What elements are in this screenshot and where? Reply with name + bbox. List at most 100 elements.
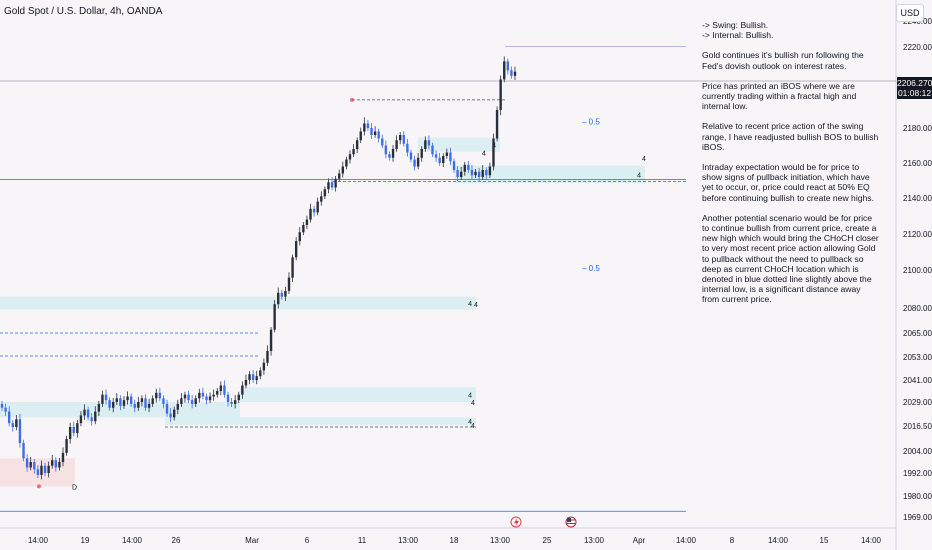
structure-marker: 4 bbox=[474, 302, 478, 309]
candle-body bbox=[280, 292, 284, 297]
candle-body bbox=[61, 452, 65, 462]
candle-body bbox=[216, 391, 219, 395]
current-price: 2206.270 bbox=[897, 78, 932, 88]
candle-body bbox=[316, 201, 319, 213]
candle-body bbox=[355, 140, 359, 149]
structure-marker: 4 bbox=[482, 151, 486, 158]
candle-body bbox=[399, 135, 402, 141]
candle-body bbox=[201, 392, 205, 397]
candle-body bbox=[76, 423, 79, 433]
economic-event-icons[interactable] bbox=[510, 516, 577, 528]
candle-body bbox=[474, 171, 477, 176]
time-tick-label: 25 bbox=[543, 536, 552, 545]
structure-marker: 4 bbox=[471, 423, 475, 430]
candle-body bbox=[402, 135, 405, 144]
price-tick-label: 2004.000 bbox=[903, 447, 932, 456]
candle-body bbox=[381, 138, 384, 146]
candle-body bbox=[449, 152, 452, 162]
candle-body bbox=[488, 166, 492, 176]
candle-body bbox=[155, 392, 158, 399]
candle-body bbox=[65, 439, 68, 453]
structure-marker: D bbox=[72, 484, 77, 491]
time-tick-label: 13:00 bbox=[398, 536, 419, 545]
time-tick-label: 14:00 bbox=[28, 536, 49, 545]
swing-point-dot bbox=[37, 484, 41, 489]
swing-bias: -> Swing: Bullish. bbox=[702, 20, 769, 30]
time-tick-label: 13:00 bbox=[584, 536, 605, 545]
candle-body bbox=[363, 123, 366, 132]
candle-body bbox=[176, 403, 179, 410]
zone-box bbox=[418, 137, 500, 152]
candle-body bbox=[90, 417, 93, 422]
candle-body bbox=[7, 411, 11, 424]
analysis-paragraph: Price has printed an iBOS where we are c… bbox=[702, 80, 857, 112]
candle-body bbox=[277, 292, 280, 305]
candle-body bbox=[158, 392, 162, 399]
candle-body bbox=[162, 398, 165, 404]
candle-body bbox=[506, 61, 510, 71]
structure-marker: 4 bbox=[642, 156, 646, 163]
candle-body bbox=[266, 351, 269, 363]
candle-body bbox=[54, 460, 58, 468]
candle-body bbox=[165, 403, 169, 414]
candle-body bbox=[144, 398, 147, 408]
candle-body bbox=[223, 385, 226, 395]
candle-body bbox=[495, 110, 499, 139]
candle-body bbox=[391, 149, 395, 158]
candle-body bbox=[395, 140, 398, 149]
candle-body bbox=[115, 398, 118, 402]
candle-body bbox=[0, 403, 4, 408]
currency-button[interactable]: USD bbox=[896, 4, 924, 22]
candle-body bbox=[323, 189, 327, 197]
candle-body bbox=[79, 415, 83, 424]
price-tick-label: 2140.000 bbox=[903, 194, 932, 203]
time-tick-label: Apr bbox=[633, 536, 646, 545]
price-tick-label: 2120.000 bbox=[903, 230, 932, 239]
candle-body bbox=[15, 419, 18, 427]
candle-body bbox=[513, 71, 517, 76]
structure-marker: 4 bbox=[471, 400, 475, 407]
analysis-paragraph: Another potential scenario would be for … bbox=[702, 212, 879, 305]
candle-body bbox=[72, 427, 75, 433]
candle-body bbox=[334, 178, 337, 188]
candle-body bbox=[477, 171, 481, 177]
bias-block: -> Swing: Bullish. -> Internal: Bullish. bbox=[702, 20, 880, 40]
candle-body bbox=[4, 407, 7, 412]
candle-body bbox=[273, 304, 276, 330]
candle-body bbox=[43, 465, 47, 473]
time-tick-label: 18 bbox=[450, 536, 459, 545]
candle-body bbox=[463, 164, 466, 172]
candle-body bbox=[456, 170, 459, 177]
candlesticks bbox=[0, 56, 517, 480]
candle-body bbox=[294, 241, 298, 258]
candle-body bbox=[366, 123, 370, 128]
candle-body bbox=[327, 182, 330, 190]
candle-body bbox=[345, 159, 348, 167]
chart-title[interactable]: Gold Spot / U.S. Dollar, 4h, OANDA bbox=[4, 6, 163, 17]
candle-body bbox=[341, 166, 345, 174]
candle-body bbox=[470, 170, 474, 176]
candle-body bbox=[101, 394, 104, 404]
candle-body bbox=[147, 403, 151, 408]
candle-body bbox=[438, 157, 441, 163]
bar-countdown: 01:08:12 bbox=[897, 88, 932, 98]
candle-body bbox=[108, 400, 111, 408]
current-price-tag: 2206.270 01:08:12 bbox=[897, 77, 932, 99]
candle-body bbox=[413, 159, 416, 167]
time-tick-label: 15 bbox=[820, 536, 829, 545]
candle-body bbox=[226, 394, 230, 402]
price-tick-label: 2016.500 bbox=[903, 422, 932, 431]
candle-body bbox=[352, 149, 355, 155]
price-tick-label: 2220.000 bbox=[903, 43, 932, 52]
candle-body bbox=[359, 131, 362, 141]
candle-body bbox=[51, 460, 54, 466]
price-tick-label: 2029.000 bbox=[903, 398, 932, 407]
time-tick-label: 8 bbox=[730, 536, 735, 545]
equilibrium-label: – 0.5 bbox=[582, 117, 600, 126]
candle-body bbox=[29, 462, 32, 468]
candle-body bbox=[384, 145, 388, 155]
price-tick-label: 1992.000 bbox=[903, 469, 932, 478]
candle-body bbox=[434, 154, 438, 158]
candle-body bbox=[499, 79, 502, 110]
time-tick-label: 19 bbox=[81, 536, 90, 545]
